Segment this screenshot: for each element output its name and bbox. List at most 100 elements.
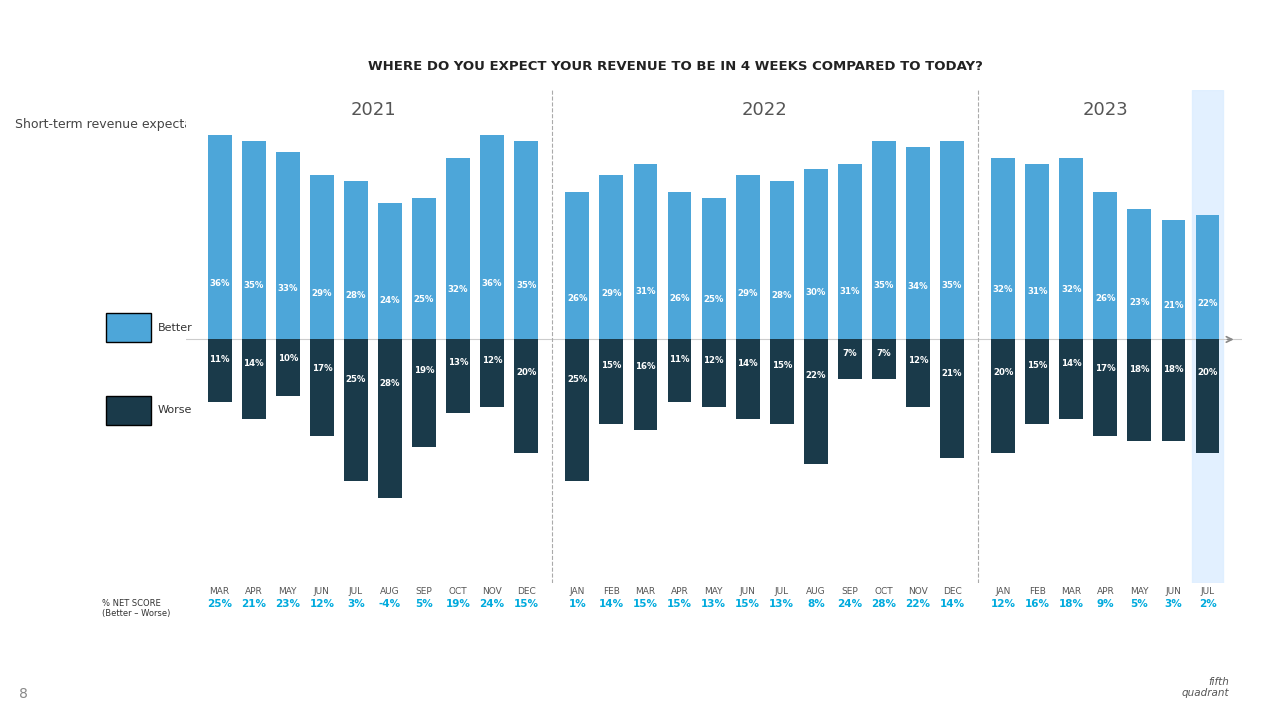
Text: 36%: 36% — [483, 279, 503, 289]
Bar — [344, 339, 367, 481]
Bar — [515, 141, 538, 339]
Text: 2%: 2% — [1198, 599, 1216, 609]
Text: 24%: 24% — [837, 599, 863, 609]
Text: 35%: 35% — [243, 281, 264, 290]
Bar — [906, 339, 929, 408]
Text: 25%: 25% — [346, 375, 366, 384]
Text: 32%: 32% — [993, 285, 1014, 294]
Text: 31%: 31% — [840, 287, 860, 295]
Text: 22%: 22% — [1197, 300, 1217, 308]
Text: 14%: 14% — [1061, 359, 1082, 368]
Bar — [769, 181, 794, 339]
Bar — [480, 135, 504, 339]
Text: 8%: 8% — [806, 599, 824, 609]
Text: 10%: 10% — [278, 354, 298, 363]
Bar — [736, 175, 759, 339]
Bar — [515, 339, 538, 453]
Bar — [310, 339, 334, 436]
Text: 5%: 5% — [1130, 599, 1148, 609]
Text: 32%: 32% — [448, 285, 468, 294]
Text: 18%: 18% — [1129, 365, 1149, 374]
Bar — [1161, 339, 1185, 441]
Bar — [838, 163, 861, 339]
Text: 14%: 14% — [940, 599, 965, 609]
Text: 21%: 21% — [942, 369, 963, 378]
Bar — [804, 339, 828, 464]
Bar — [1161, 220, 1185, 339]
Text: 13%: 13% — [448, 358, 468, 367]
Text: -4%: -4% — [379, 599, 401, 609]
Text: % NET SCORE
(Better – Worse): % NET SCORE (Better – Worse) — [102, 599, 170, 618]
Text: 28%: 28% — [872, 599, 896, 609]
Bar — [1196, 339, 1220, 453]
Bar — [634, 163, 658, 339]
Text: 19%: 19% — [445, 599, 471, 609]
Bar — [599, 175, 623, 339]
Text: 12%: 12% — [703, 356, 724, 366]
Bar — [242, 141, 266, 339]
Text: 12%: 12% — [483, 356, 503, 366]
Text: 16%: 16% — [1025, 599, 1050, 609]
Bar — [447, 158, 470, 339]
Bar — [412, 339, 436, 447]
Text: 29%: 29% — [737, 289, 758, 298]
Bar — [769, 339, 794, 425]
Text: 20%: 20% — [516, 368, 536, 377]
Bar — [872, 141, 896, 339]
Text: 20%: 20% — [1197, 368, 1217, 377]
Bar — [906, 147, 929, 339]
Text: 21%: 21% — [1164, 301, 1184, 310]
Text: 18%: 18% — [1059, 599, 1084, 609]
Text: 15%: 15% — [1027, 361, 1047, 369]
Bar — [276, 339, 300, 396]
Bar — [378, 339, 402, 498]
Text: 15%: 15% — [634, 599, 658, 609]
Bar — [378, 203, 402, 339]
Bar — [447, 339, 470, 413]
Text: 28%: 28% — [772, 291, 792, 300]
Bar — [566, 192, 589, 339]
Bar — [566, 339, 589, 481]
Text: fifth
quadrant: fifth quadrant — [1181, 677, 1229, 698]
Bar — [1128, 209, 1151, 339]
Text: 15%: 15% — [772, 361, 792, 369]
Bar — [634, 339, 658, 430]
Bar — [1192, 90, 1222, 583]
Text: 3%: 3% — [1165, 599, 1183, 609]
Text: 25%: 25% — [704, 295, 723, 304]
Text: 30%: 30% — [805, 288, 826, 297]
Text: 12%: 12% — [908, 356, 928, 366]
Bar — [207, 135, 232, 339]
Text: 28%: 28% — [346, 291, 366, 300]
Text: 18%: 18% — [1164, 365, 1184, 374]
Bar — [1025, 339, 1050, 425]
Bar — [1060, 339, 1083, 419]
Bar — [1060, 158, 1083, 339]
Bar — [701, 339, 726, 408]
Text: 16%: 16% — [635, 362, 655, 371]
Text: 24%: 24% — [380, 297, 401, 305]
Text: 26%: 26% — [1096, 294, 1116, 302]
Text: 25%: 25% — [207, 599, 232, 609]
Text: 11%: 11% — [669, 355, 690, 364]
Text: 2022: 2022 — [742, 102, 787, 120]
Bar — [668, 339, 691, 402]
Text: 15%: 15% — [513, 599, 539, 609]
Bar — [991, 339, 1015, 453]
Text: 14%: 14% — [243, 359, 264, 368]
Text: 32%: 32% — [1061, 285, 1082, 294]
Text: 23%: 23% — [1129, 298, 1149, 307]
Bar — [1093, 192, 1117, 339]
Bar — [838, 339, 861, 379]
Text: 17%: 17% — [1094, 364, 1116, 372]
Bar — [207, 339, 232, 402]
Text: 35%: 35% — [874, 281, 895, 290]
Text: 2021: 2021 — [351, 102, 396, 120]
Bar — [276, 153, 300, 339]
Bar — [599, 339, 623, 425]
Text: 25%: 25% — [413, 295, 434, 304]
Text: 34%: 34% — [908, 282, 928, 292]
Text: 3%: 3% — [347, 599, 365, 609]
Text: 25%: 25% — [567, 375, 588, 384]
Text: 21%: 21% — [241, 599, 266, 609]
